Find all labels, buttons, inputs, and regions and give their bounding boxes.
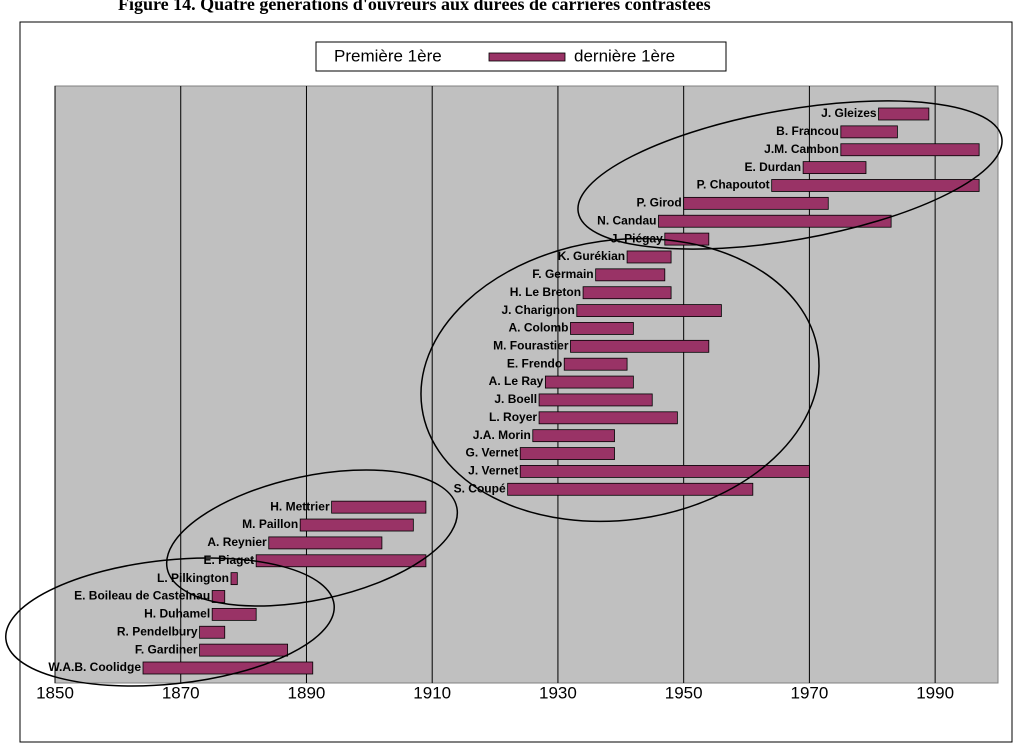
category-label: H. Duhamel xyxy=(144,607,210,621)
category-label: F. Germain xyxy=(532,267,593,281)
group-outline xyxy=(5,557,335,687)
bar xyxy=(878,107,930,121)
bar xyxy=(802,161,867,175)
category-label: B. Francou xyxy=(776,124,839,138)
grid: 1850 1870 1890 1910 1930 1950 1970 1990 xyxy=(36,86,954,702)
category-label: M. Fourastier xyxy=(493,338,569,352)
bar xyxy=(519,447,615,460)
bar xyxy=(211,590,226,603)
category-label: E. Frendo xyxy=(507,356,562,370)
bar xyxy=(570,339,710,353)
x-tick-label: 1930 xyxy=(539,683,577,702)
category-label: R. Pendelbury xyxy=(117,624,198,638)
category-label: J. Gleizes xyxy=(821,106,877,120)
bar xyxy=(538,393,653,407)
category-label: M. Paillon xyxy=(242,517,298,531)
category-label: H. Mettrier xyxy=(270,499,330,513)
category-label: F. Gardiner xyxy=(135,642,198,656)
x-tick-label: 1850 xyxy=(36,683,74,702)
bars xyxy=(142,107,980,675)
group-outline xyxy=(165,469,459,607)
bar xyxy=(683,196,829,210)
bar xyxy=(544,375,634,389)
chart-title: Figure 14. Quatre générations d'ouvreurs… xyxy=(118,0,711,14)
legend: Première 1ère dernière 1ère xyxy=(315,41,727,72)
bar xyxy=(771,179,980,192)
category-label: J. Charignon xyxy=(501,303,574,317)
bar xyxy=(595,268,666,282)
category-label: J. Piégay xyxy=(611,231,663,245)
bar xyxy=(142,661,314,675)
bar xyxy=(507,482,754,496)
category-label: J.M. Cambon xyxy=(764,142,839,156)
x-tick-label: 1990 xyxy=(916,683,954,702)
category-label: J.A. Morin xyxy=(473,428,531,442)
bar xyxy=(576,304,722,317)
group-outlines xyxy=(5,100,1003,687)
bar xyxy=(626,250,672,264)
legend-label: Première 1ère xyxy=(334,46,442,65)
bar xyxy=(230,572,238,586)
bar xyxy=(563,357,628,371)
category-label: E. Durdan xyxy=(744,160,801,174)
bar xyxy=(199,643,289,657)
group-outline xyxy=(420,237,820,523)
legend-label: dernière 1ère xyxy=(574,46,675,65)
x-tick-label: 1870 xyxy=(162,683,200,702)
category-label: K. Gurékian xyxy=(558,249,625,263)
legend-swatch xyxy=(488,52,566,62)
bar xyxy=(582,286,672,300)
x-tick-label: 1950 xyxy=(665,683,703,702)
category-label: L. Pilkington xyxy=(157,571,229,585)
x-tick-label: 1910 xyxy=(413,683,451,702)
category-label: G. Vernet xyxy=(466,446,519,460)
legend-box xyxy=(315,41,727,72)
chart-border xyxy=(19,21,1013,743)
bar xyxy=(255,554,427,568)
category-label: P. Chapoutot xyxy=(697,178,770,192)
category-label: J. Boell xyxy=(494,392,537,406)
category-label: W.A.B. Coolidge xyxy=(48,660,141,674)
bar xyxy=(840,125,898,139)
bar xyxy=(299,518,414,532)
bar xyxy=(331,500,427,514)
category-label: S. Coupé xyxy=(454,481,506,495)
bar xyxy=(199,625,226,639)
bar xyxy=(840,143,980,157)
category-label: J. Vernet xyxy=(468,464,518,478)
bar xyxy=(570,322,634,335)
group-outline xyxy=(577,100,1003,250)
labels: J. Gleizes B. Francou J.M. Cambon E. Durdan… xyxy=(48,106,877,674)
bar xyxy=(211,607,257,621)
category-label: E. Boileau de Castelnau xyxy=(74,589,210,603)
category-label: L. Royer xyxy=(489,410,537,424)
bar xyxy=(268,536,383,550)
category-label: P. Girod xyxy=(637,196,682,210)
category-label: A. Reynier xyxy=(207,535,267,549)
bar xyxy=(532,429,615,443)
bar xyxy=(538,411,678,425)
x-tick-label: 1970 xyxy=(790,683,828,702)
category-label: E. Piaget xyxy=(203,553,254,567)
x-tick-label: 1890 xyxy=(288,683,326,702)
category-label: H. Le Breton xyxy=(510,285,581,299)
category-label: A. Le Ray xyxy=(489,374,544,388)
bar xyxy=(519,465,810,478)
category-label: N. Candau xyxy=(597,213,656,227)
category-label: A. Colomb xyxy=(509,321,569,335)
bar xyxy=(658,214,892,228)
